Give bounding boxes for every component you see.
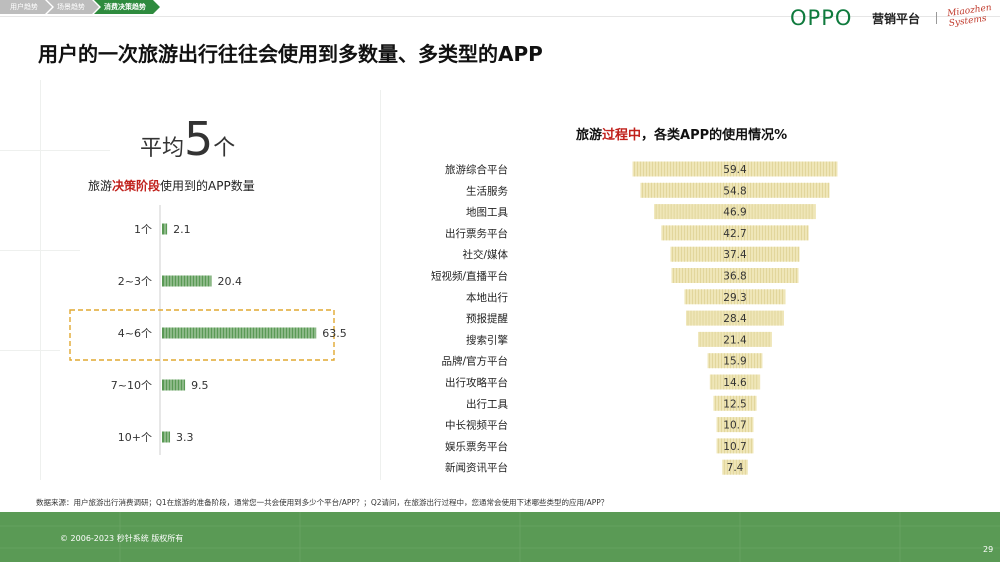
category-label: 4~6个 [118,327,152,340]
bar [162,431,171,443]
category-label: 中长视频平台 [445,419,508,432]
category-label: 10+个 [118,431,152,444]
footer-pattern [0,512,1000,562]
average-value: 5 [184,112,214,166]
category-label: 社交/媒体 [462,248,508,261]
category-label: 预报提醒 [466,312,508,325]
category-label: 出行工具 [466,397,508,410]
category-label: 出行票务平台 [445,227,508,240]
value-label: 2.1 [173,223,191,236]
category-label: 搜索引擎 [466,333,508,346]
value-label: 28.4 [723,313,747,325]
left-chart-title: 旅游决策阶段使用到的APP数量 [88,179,255,193]
value-label: 37.4 [723,249,747,261]
category-label: 7~10个 [111,379,152,392]
value-label: 14.6 [723,377,747,389]
bar [716,438,754,454]
oppo-logo: OPPO [790,6,853,30]
value-label: 10.7 [723,420,746,432]
value-label: 59.4 [723,164,747,176]
category-label: 娱乐票务平台 [445,440,508,453]
bar [716,417,754,433]
logo-divider [936,12,937,24]
value-label: 54.8 [723,185,746,197]
bar [686,310,784,326]
value-label: 36.8 [723,271,746,283]
decor-line [0,350,60,351]
highlight-box [69,309,335,361]
category-label: 出行攻略平台 [445,376,508,389]
decor-line [0,150,110,151]
category-label: 短视频/直播平台 [431,270,508,283]
bar [162,223,168,235]
right-chart-title: 旅游过程中，各类APP的使用情况% [576,128,788,143]
decor-line [380,90,381,480]
app-type-usage-chart: 旅游综合平台 59.4 生活服务 54.8 地图工具 46.9 出行票务平台 42.7 社交/媒… [431,161,838,475]
category-label: 品牌/官方平台 [441,355,508,368]
platform-label: 营销平台 [872,12,921,26]
bar [162,327,317,339]
value-label: 7.4 [727,462,744,474]
footer-band [0,512,1000,562]
bar [698,331,772,347]
category-label: 2~3个 [118,275,152,288]
value-label: 21.4 [723,334,747,346]
header-divider [0,16,1000,17]
category-label: 生活服务 [466,184,508,197]
app-count-chart: 1个 2.1 2~3个 20.4 4~6个 63.5 7~10个 9.5 10+个 3.3 [69,205,347,455]
category-label: 新闻资讯平台 [445,461,508,474]
miaozhen-logo: Miaozhen Systems [946,2,993,30]
breadcrumb-item-user-trend[interactable]: 用户趋势 [0,0,52,14]
bar [162,275,212,287]
category-label: 地图工具 [466,206,508,219]
value-label: 63.5 [322,327,347,340]
value-label: 10.7 [723,441,746,453]
category-label: 本地出行 [466,291,508,304]
bar [684,289,786,305]
copyright: © 2006-2023 秒针系统 版权所有 [60,534,184,543]
decor-line [40,80,41,480]
page-title: 用户的一次旅游出行往往会使用到多数量、多类型的APP [38,42,543,66]
value-label: 42.7 [723,228,746,240]
category-label: 旅游综合平台 [445,163,508,176]
breadcrumb-item-consumption-trend[interactable]: 消费决策趋势 [94,0,160,14]
value-label: 12.5 [723,398,746,410]
bar [162,379,186,391]
page-number: 29 [983,545,994,554]
bar [654,204,816,220]
data-source-note: 数据来源：用户旅游出行消费调研；Q1在旅游的准备阶段，通常您一共会使用到多少个平… [36,498,609,507]
value-label: 3.3 [176,431,194,444]
breadcrumb-item-scene-trend[interactable]: 场景趋势 [47,0,99,14]
value-label: 29.3 [723,292,746,304]
value-label: 46.9 [723,207,746,219]
bar [632,161,838,177]
bar [722,459,748,475]
value-label: 15.9 [723,356,746,368]
average-count: 平均5个 [140,112,236,166]
breadcrumb: 用户趋势 场景趋势 消费决策趋势 [0,0,155,14]
value-label: 20.4 [218,275,243,288]
value-label: 9.5 [191,379,209,392]
bar [661,225,809,241]
category-label: 1个 [134,223,152,236]
